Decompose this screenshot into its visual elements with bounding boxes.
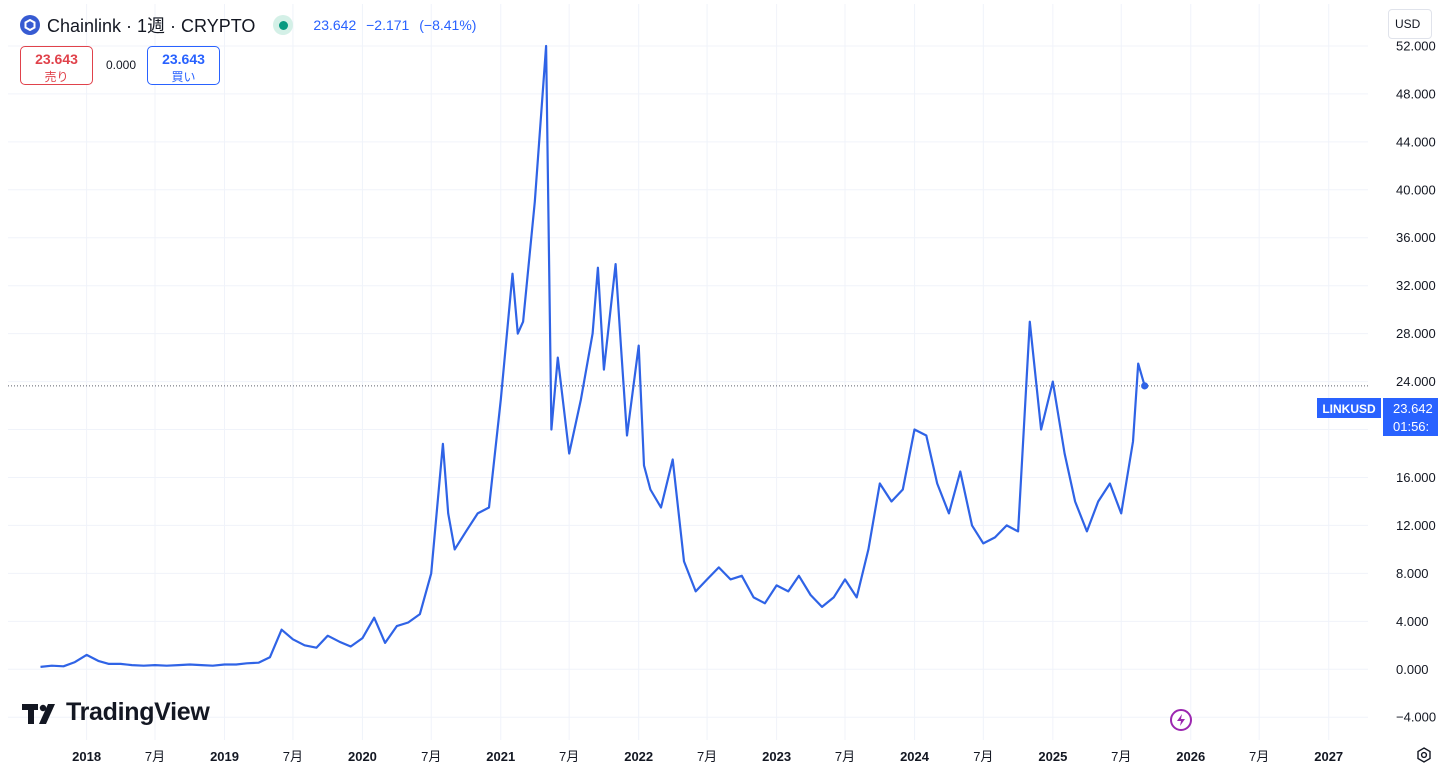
price-tag-value: 23.642 [1393, 401, 1433, 416]
y-tick-label: −4.000 [1396, 710, 1436, 725]
x-tick-label: 7月 [1249, 749, 1269, 764]
price-axis[interactable]: 52.000 48.000 44.000 40.000 36.000 32.000 28.0… [1368, 0, 1438, 740]
last-price-dot [1141, 382, 1149, 390]
x-tick-label: 7月 [421, 749, 441, 764]
y-tick-label: 8.000 [1396, 566, 1429, 581]
sell-button[interactable]: 23.643 売り [20, 46, 93, 85]
lightning-icon[interactable] [1170, 709, 1192, 731]
x-tick-label: 2023 [762, 749, 791, 764]
y-tick-label: 44.000 [1396, 134, 1436, 149]
price-line [40, 44, 1146, 668]
price-tag-countdown: 01:56: [1393, 419, 1429, 434]
x-tick-label: 2026 [1176, 749, 1205, 764]
x-tick-label: 7月 [283, 749, 303, 764]
currency-button[interactable]: USD [1388, 9, 1432, 39]
sell-price: 23.643 [35, 51, 78, 67]
x-tick-label: 7月 [697, 749, 717, 764]
y-tick-label: 4.000 [1396, 614, 1429, 629]
symbol-title[interactable]: Chainlink · 1週 · CRYPTO [47, 16, 256, 36]
price-tag-bg [1383, 398, 1438, 436]
y-tick-label: 48.000 [1396, 86, 1436, 101]
x-tick-label: 2021 [486, 749, 515, 764]
tradingview-logo[interactable]: TradingView [22, 698, 210, 727]
y-tick-label: 32.000 [1396, 278, 1436, 293]
y-tick-label: 52.000 [1396, 38, 1436, 53]
sell-label: 売り [44, 70, 69, 84]
price-change: −2.171 [366, 17, 410, 33]
y-tick-label: 12.000 [1396, 518, 1436, 533]
spread-value: 0.000 [105, 58, 137, 72]
tradingview-wordmark: TradingView [66, 698, 210, 726]
buy-label: 買い [171, 70, 196, 84]
symbol-header: Chainlink · 1週 · CRYPTO 23.642 −2.171 (−… [20, 12, 482, 38]
price-summary: 23.642 −2.171 (−8.41%) [313, 17, 482, 33]
x-tick-label: 7月 [973, 749, 993, 764]
x-tick-label: 2022 [624, 749, 653, 764]
x-tick-label: 7月 [145, 749, 165, 764]
x-tick-label: 2025 [1038, 749, 1067, 764]
x-tick-label: 7月 [1111, 749, 1131, 764]
x-tick-label: 2019 [210, 749, 239, 764]
chart-grid [8, 4, 1368, 740]
y-tick-label: 16.000 [1396, 470, 1436, 485]
symbol-tag-bg [1317, 398, 1381, 418]
symbol-tag: LINKUSD [1322, 402, 1376, 416]
last-price-label: LINKUSD 23.642 01:56: [1317, 398, 1438, 436]
time-axis[interactable]: 2018 7月 2019 7月 2020 7月 2021 7月 2022 7月 2023 7月 2024… [0, 740, 1368, 771]
y-tick-label: 0.000 [1396, 662, 1429, 677]
y-tick-label: 28.000 [1396, 326, 1436, 341]
y-tick-label: 36.000 [1396, 230, 1436, 245]
chainlink-logo-icon [20, 15, 40, 35]
price-change-percent: (−8.41%) [419, 17, 477, 33]
x-tick-label: 2018 [72, 749, 101, 764]
y-tick-label: 40.000 [1396, 182, 1436, 197]
y-tick-label: 24.000 [1396, 374, 1436, 389]
last-price: 23.642 [313, 17, 357, 33]
tradingview-mark-icon [22, 703, 55, 724]
buy-price: 23.643 [162, 51, 205, 67]
market-open-icon[interactable] [273, 15, 294, 35]
x-tick-label: 2024 [900, 749, 930, 764]
x-tick-label: 2027 [1314, 749, 1343, 764]
buy-button[interactable]: 23.643 買い [147, 46, 220, 85]
x-tick-label: 7月 [835, 749, 855, 764]
settings-gear-icon[interactable] [1413, 744, 1435, 766]
x-tick-label: 7月 [559, 749, 579, 764]
x-tick-label: 2020 [348, 749, 377, 764]
